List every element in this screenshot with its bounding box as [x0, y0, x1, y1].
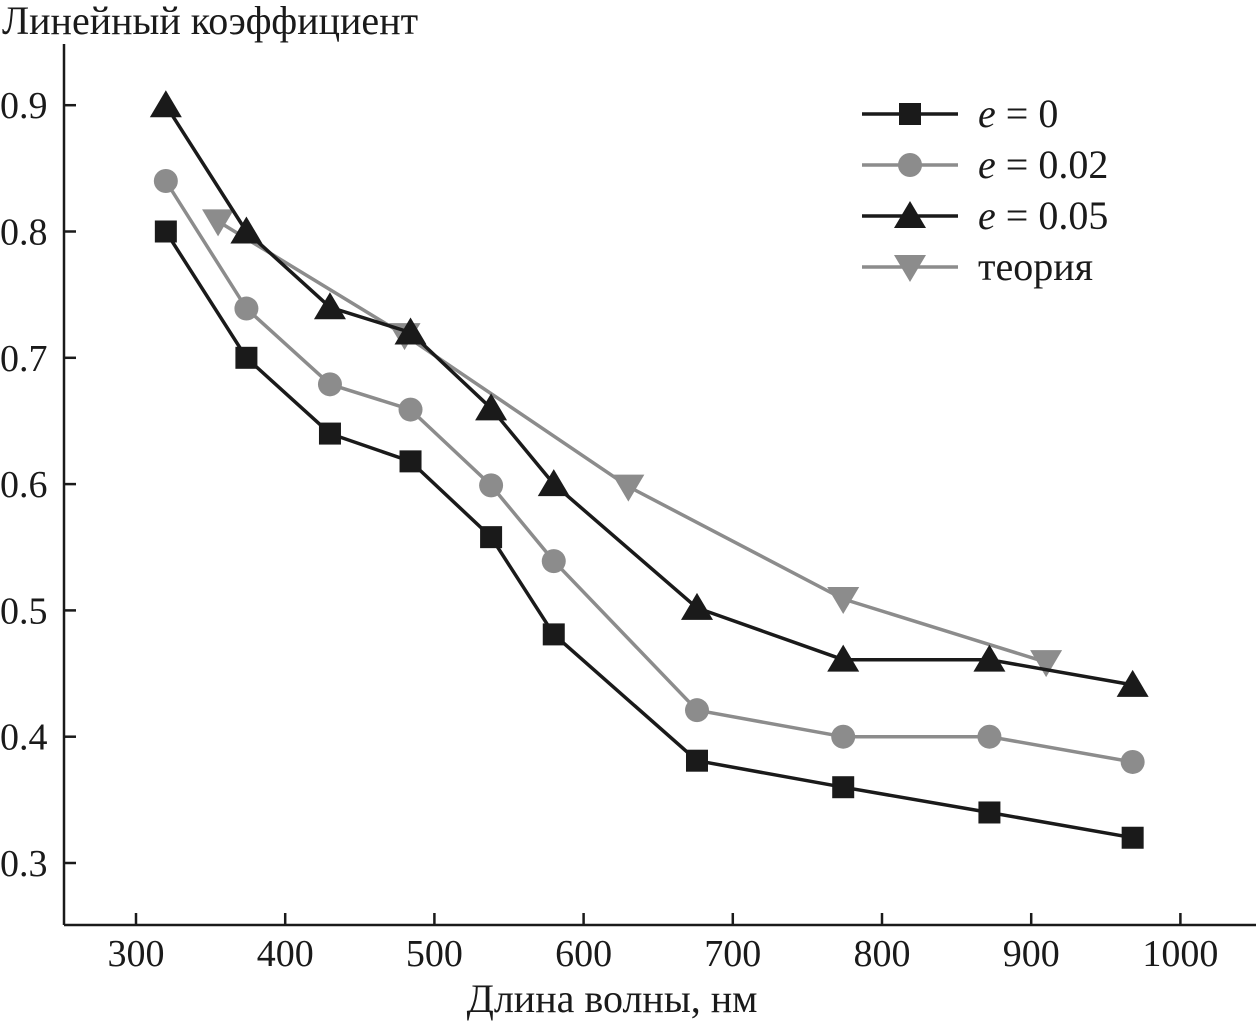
series-line — [164, 180, 1134, 764]
data-point-square — [978, 801, 1001, 824]
data-point-square — [399, 450, 422, 473]
legend-value: = 0.05 — [996, 193, 1109, 238]
data-point-square — [235, 346, 258, 369]
legend-label: e = 0.05 — [978, 193, 1108, 238]
data-point-square — [318, 422, 341, 445]
data-point-triangle-up — [475, 393, 508, 421]
data-point-triangle-up — [149, 90, 182, 118]
y-axis-title: Линейный коэффициент — [2, 0, 418, 43]
legend-item: теория — [862, 244, 1093, 289]
data-point-triangle-down — [202, 209, 235, 237]
series-line — [164, 104, 1134, 687]
data-point-square — [480, 526, 503, 549]
x-tick-label: 700 — [704, 933, 761, 975]
data-point-square — [832, 776, 855, 799]
data-point-circle — [977, 724, 1002, 749]
legend-item: e = 0.05 — [862, 193, 1108, 238]
data-point-triangle-up — [1116, 669, 1149, 697]
data-point-triangle-up — [313, 292, 346, 320]
y-tick-label: 0.8 — [0, 212, 48, 254]
legend-value: теория — [978, 244, 1093, 289]
data-point-triangle-up — [973, 644, 1006, 672]
x-tick-label: 900 — [1003, 933, 1060, 975]
legend-variable: e — [978, 142, 996, 187]
series-1 — [153, 168, 1145, 774]
legend-variable: e — [978, 193, 996, 238]
data-point-triangle-up — [537, 469, 570, 497]
y-tick-label: 0.4 — [0, 717, 48, 759]
x-tick-label: 300 — [108, 933, 165, 975]
legend-label: e = 0 — [978, 91, 1058, 136]
legend-value: = 0 — [996, 91, 1059, 136]
legend-value: = 0.02 — [996, 142, 1109, 187]
data-point-circle — [234, 296, 259, 321]
legend-item: e = 0.02 — [862, 142, 1108, 187]
data-point-square — [542, 623, 565, 646]
legend-marker-circle — [898, 153, 922, 177]
legend-item: e = 0 — [862, 91, 1058, 136]
legend-marker-square — [899, 103, 921, 125]
data-point-circle — [1120, 749, 1145, 774]
data-point-triangle-up — [230, 216, 263, 244]
x-tick-label: 600 — [555, 933, 612, 975]
y-tick-label: 0.3 — [0, 843, 48, 885]
x-axis-title: Длина волны, нм — [467, 976, 758, 1021]
y-tick-label: 0.6 — [0, 464, 48, 506]
series-line — [164, 230, 1134, 840]
y-ticks: 0.3 0.4 0.5 0.6 0.7 0.8 0.9 — [0, 85, 76, 885]
x-tick-label: 1000 — [1142, 933, 1218, 975]
data-point-square — [154, 220, 177, 243]
x-ticks: 300 400 500 600 700 800 900 1000 — [108, 913, 1218, 975]
data-point-circle — [541, 549, 566, 574]
data-point-circle — [684, 698, 709, 723]
data-point-triangle-up — [680, 592, 713, 620]
series-line — [217, 219, 1047, 664]
x-tick-label: 400 — [257, 933, 314, 975]
data-point-triangle-up — [827, 644, 860, 672]
data-point-circle — [317, 372, 342, 397]
y-tick-label: 0.7 — [0, 338, 48, 380]
data-point-triangle-down — [1030, 650, 1063, 678]
series-0 — [154, 220, 1144, 849]
data-point-triangle-down — [827, 587, 860, 615]
legend-marker-triangle-down — [894, 255, 926, 282]
x-tick-label: 500 — [406, 933, 463, 975]
legend-label: теория — [978, 244, 1093, 289]
series-2 — [149, 90, 1149, 697]
data-point-square — [685, 749, 708, 772]
data-point-circle — [831, 724, 856, 749]
y-tick-label: 0.9 — [0, 85, 48, 127]
legend-variable: e — [978, 91, 996, 136]
data-point-triangle-up — [394, 317, 427, 345]
data-point-circle — [398, 397, 423, 422]
x-tick-label: 800 — [854, 933, 911, 975]
legend-label: e = 0.02 — [978, 142, 1108, 187]
legend-marker-triangle-up — [894, 201, 926, 228]
data-point-triangle-down — [612, 474, 645, 502]
data-point-square — [1121, 826, 1144, 849]
series-layer — [149, 90, 1149, 849]
data-point-circle — [479, 473, 504, 498]
data-point-circle — [153, 168, 178, 193]
y-tick-label: 0.5 — [0, 590, 48, 632]
